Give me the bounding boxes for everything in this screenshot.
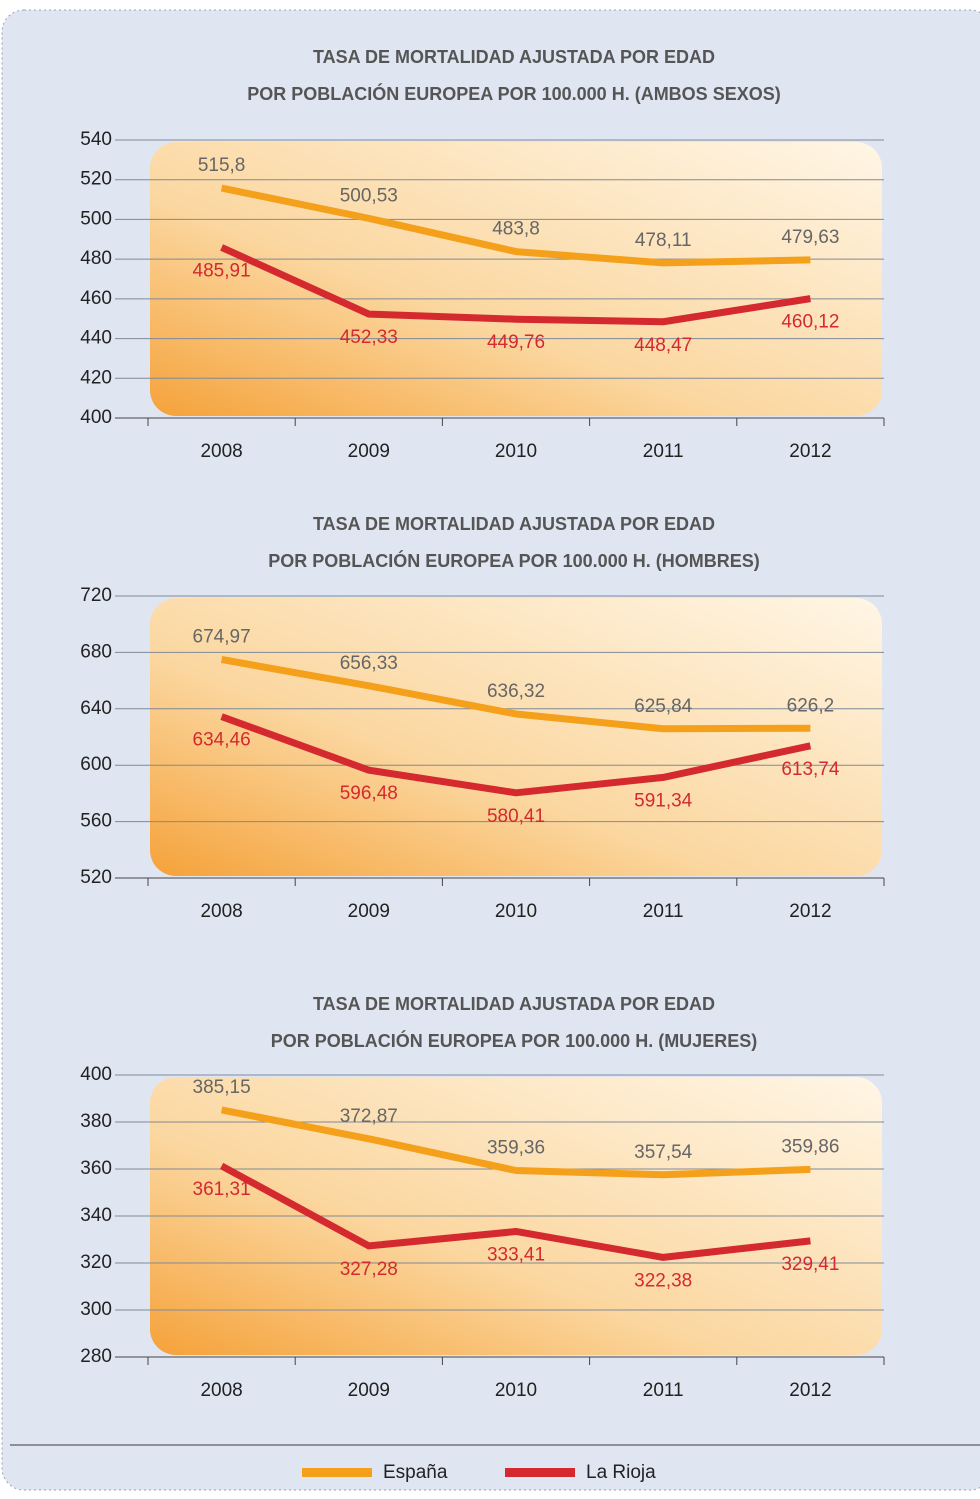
data-label: 485,91	[193, 260, 251, 281]
data-label: 515,8	[198, 155, 246, 176]
data-label: 479,63	[781, 227, 839, 248]
x-tick-label: 2009	[348, 441, 390, 462]
x-tick-label: 2009	[348, 901, 390, 922]
data-label: 625,84	[634, 696, 693, 717]
x-tick-label: 2012	[789, 1380, 831, 1401]
data-label: 596,48	[340, 783, 398, 804]
legend-swatch	[302, 1468, 372, 1477]
x-tick-label: 2012	[789, 901, 831, 922]
plot-background	[150, 598, 882, 876]
data-label: 478,11	[635, 230, 692, 251]
plot-background	[150, 142, 882, 416]
x-tick-label: 2011	[643, 901, 684, 922]
data-label: 626,2	[787, 695, 835, 716]
series-line	[220, 184, 811, 267]
data-label: 580,41	[487, 806, 545, 827]
data-label: 327,28	[340, 1259, 398, 1280]
chart-title: POR POBLACIÓN EUROPEA POR 100.000 H. (AM…	[247, 83, 780, 104]
data-label: 449,76	[487, 332, 545, 353]
data-label: 448,47	[634, 335, 692, 356]
y-tick-label: 520	[80, 867, 112, 888]
data-label: 372,87	[340, 1106, 398, 1127]
data-label: 460,12	[781, 312, 839, 333]
series-line	[219, 1162, 811, 1261]
data-label: 333,41	[487, 1245, 545, 1266]
y-tick-label: 400	[80, 407, 112, 428]
data-label: 656,33	[340, 653, 398, 674]
x-tick-label: 2010	[495, 441, 537, 462]
y-tick-label: 360	[80, 1158, 112, 1179]
data-label: 674,97	[193, 627, 251, 648]
data-label: 636,32	[487, 681, 545, 702]
data-label: 591,34	[634, 790, 693, 811]
x-tick-label: 2008	[200, 1380, 242, 1401]
series-line	[220, 244, 811, 326]
y-tick-label: 720	[80, 585, 112, 606]
data-label: 359,36	[487, 1138, 545, 1159]
chart-title: POR POBLACIÓN EUROPEA POR 100.000 H. (HO…	[268, 550, 759, 571]
x-tick-label: 2011	[643, 441, 684, 462]
x-tick-label: 2010	[495, 1380, 537, 1401]
series-line	[220, 1106, 811, 1179]
series-line	[220, 713, 812, 797]
y-tick-label: 560	[80, 811, 112, 832]
series-line	[220, 656, 811, 733]
y-tick-label: 380	[80, 1111, 112, 1132]
y-tick-label: 400	[80, 1064, 112, 1085]
y-tick-label: 480	[80, 248, 112, 269]
x-tick-label: 2008	[200, 441, 242, 462]
data-label: 385,15	[193, 1077, 251, 1098]
legend-swatch	[505, 1468, 575, 1477]
x-tick-label: 2010	[495, 901, 537, 922]
y-tick-label: 320	[80, 1252, 112, 1273]
data-label: 613,74	[781, 759, 840, 780]
y-tick-label: 520	[80, 169, 112, 190]
y-tick-label: 680	[80, 641, 112, 662]
data-label: 483,8	[492, 219, 540, 240]
x-tick-label: 2011	[643, 1380, 684, 1401]
chart-title: TASA DE MORTALIDAD AJUSTADA POR EDAD	[313, 994, 715, 1014]
y-tick-label: 340	[80, 1205, 112, 1226]
y-tick-label: 600	[80, 754, 112, 775]
x-tick-label: 2012	[789, 441, 831, 462]
y-tick-label: 460	[80, 288, 112, 309]
x-tick-label: 2008	[200, 901, 242, 922]
y-tick-label: 280	[80, 1346, 112, 1367]
data-label: 452,33	[340, 327, 398, 348]
data-label: 500,53	[340, 185, 398, 206]
data-label: 359,86	[781, 1136, 839, 1157]
x-tick-label: 2009	[348, 1380, 390, 1401]
y-tick-label: 500	[80, 208, 112, 229]
y-tick-label: 540	[80, 129, 112, 150]
legend-label: La Rioja	[586, 1462, 656, 1483]
chart-title: TASA DE MORTALIDAD AJUSTADA POR EDAD	[313, 47, 715, 67]
data-label: 634,46	[193, 730, 251, 751]
data-label: 329,41	[781, 1254, 839, 1275]
y-tick-label: 640	[80, 698, 112, 719]
legend-label: España	[383, 1462, 448, 1483]
data-label: 322,38	[634, 1270, 692, 1291]
y-tick-label: 300	[80, 1299, 112, 1320]
data-label: 361,31	[193, 1179, 251, 1200]
chart-title: POR POBLACIÓN EUROPEA POR 100.000 H. (MU…	[271, 1030, 757, 1051]
y-tick-label: 440	[80, 328, 112, 349]
chart-title: TASA DE MORTALIDAD AJUSTADA POR EDAD	[313, 514, 715, 534]
y-tick-label: 420	[80, 367, 112, 388]
data-label: 357,54	[634, 1142, 693, 1163]
